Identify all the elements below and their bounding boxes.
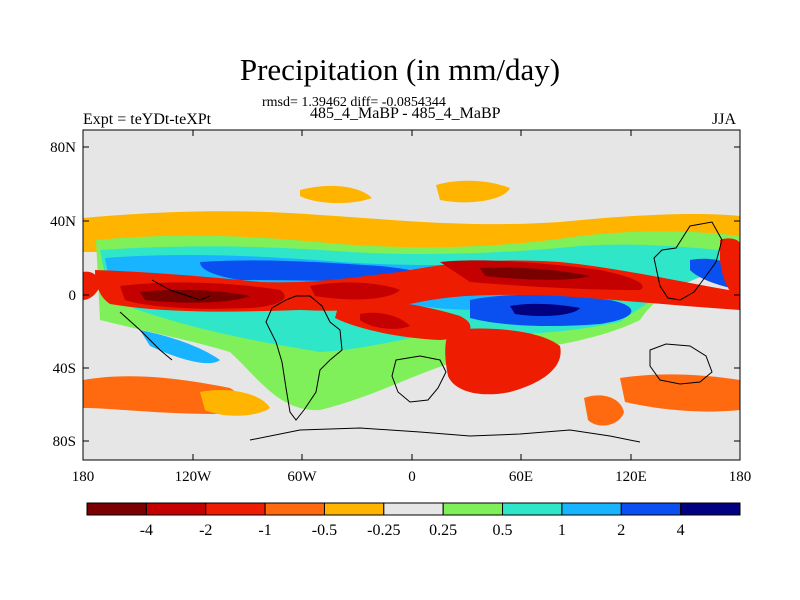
contour-orange-sh-west <box>83 385 150 405</box>
coast-pacific-islands <box>119 311 173 361</box>
lon-tick-label: 180 <box>729 469 752 485</box>
contour-red-africa-io <box>445 328 561 395</box>
lat-tick-label: 80N <box>50 140 76 156</box>
coast-south-america <box>265 295 343 421</box>
contour-red-east-edge <box>720 238 740 300</box>
lon-tick-label: 180 <box>72 469 95 485</box>
colorbar-swatch <box>561 502 622 516</box>
contour-darkred-io-core <box>480 267 590 280</box>
colorbar-swatch <box>323 502 385 516</box>
colorbar-swatch <box>680 502 741 516</box>
colorbar-swatch <box>620 502 682 516</box>
coast-central-america <box>151 279 211 301</box>
colorbar-label: -4 <box>140 522 153 539</box>
contour-orange-patch1 <box>436 180 510 203</box>
colorbar-swatch <box>502 502 563 516</box>
contour-orange-sh2 <box>620 374 740 412</box>
colorbar-swatch <box>383 502 444 516</box>
plot-subtitle: 485_4_MaBP - 485_4_MaBP <box>310 105 501 122</box>
lon-tick-label: 0 <box>408 469 416 485</box>
colorbar-label: -1 <box>258 522 271 539</box>
contour-darkred-atl <box>310 282 400 300</box>
coast-africa <box>391 355 447 403</box>
season-label: JJA <box>712 111 737 128</box>
coast-australia <box>649 343 713 385</box>
colorbar-label: -2 <box>199 522 212 539</box>
colorbar-label: -0.25 <box>367 522 400 539</box>
contour-orange-patch2 <box>300 185 372 204</box>
contour-red-south-atl <box>335 299 471 340</box>
colorbar-label: 0.25 <box>429 522 457 539</box>
colorbar-swatch <box>145 502 207 516</box>
colorbar-label: -0.5 <box>312 522 337 539</box>
latitude-axis: 80N 40N 0 40S 80S <box>50 140 740 450</box>
contour-orange-sh3 <box>584 395 624 426</box>
colorbar-label: 1 <box>558 522 566 539</box>
longitude-axis: 180 120W 60W 0 60E 120E 180 <box>72 130 752 485</box>
colorbar: -4 -2 -1 -0.5 -0.25 0.25 0.5 1 2 4 <box>86 502 741 539</box>
coast-antarctica <box>249 427 641 443</box>
contour-darkred-south-atl <box>360 312 410 329</box>
contour-lightblue-sh <box>140 330 220 364</box>
lon-tick-label: 60W <box>287 469 317 485</box>
plot-title: Precipitation (in mm/day) <box>239 52 561 87</box>
contour-navy <box>510 303 580 316</box>
lat-tick-label: 40S <box>53 361 76 377</box>
contour-red-west-edge <box>83 271 100 300</box>
lon-tick-label: 120E <box>615 469 647 485</box>
colorbar-swatch <box>264 502 325 516</box>
lat-tick-label: 40N <box>50 214 76 230</box>
coast-asia-east <box>653 221 723 301</box>
stats-line: rmsd= 1.39462 diff= -0.0854344 <box>262 95 446 110</box>
colorbar-label: 4 <box>677 522 685 539</box>
contour-orange-sh <box>83 376 241 414</box>
lon-tick-label: 60E <box>509 469 533 485</box>
lat-tick-label: 80S <box>53 434 76 450</box>
colorbar-label: 0.5 <box>493 522 513 539</box>
experiment-label: Expt = teYDt-teXPt <box>83 111 212 128</box>
colorbar-label: 2 <box>617 522 625 539</box>
colorbar-swatch <box>442 502 504 516</box>
precip-field <box>83 130 740 460</box>
contour-yellow-sh <box>200 389 270 416</box>
colorbar-swatch <box>86 502 147 516</box>
coastlines <box>119 221 723 443</box>
lat-tick-label: 0 <box>69 288 77 304</box>
colorbar-swatch <box>205 502 266 516</box>
lon-tick-label: 120W <box>175 469 213 485</box>
contour-darkred-core <box>140 289 250 303</box>
